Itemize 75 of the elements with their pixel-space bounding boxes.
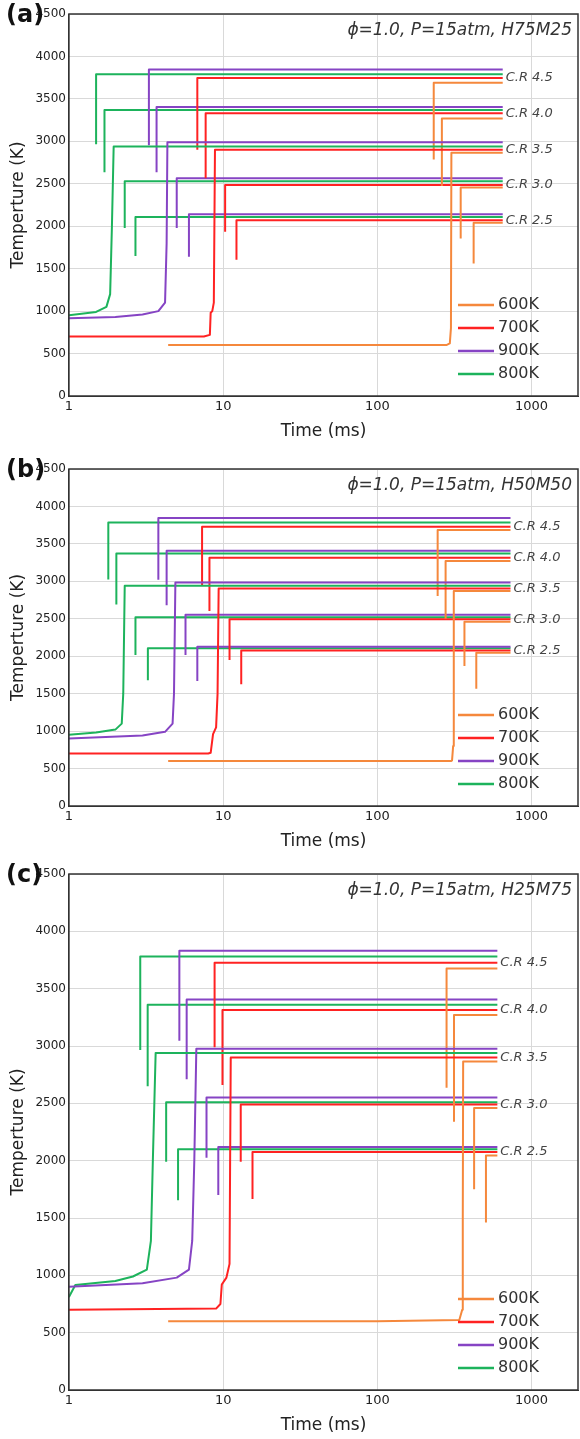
y-tick-label: 1500: [35, 685, 66, 700]
y-tick-label: 2500: [35, 1095, 66, 1110]
y-tick-label: 3500: [35, 980, 66, 995]
x-tick-label: 100: [364, 398, 390, 414]
y-tick-label: 500: [43, 1324, 66, 1339]
legend-label: 700K: [498, 317, 540, 337]
y-tick-label: 2500: [35, 175, 66, 190]
y-tick-label: 0: [58, 1382, 66, 1397]
legend-label: 600K: [498, 704, 540, 724]
x-tick-label: 1000: [515, 398, 549, 414]
x-tick-label: 10: [214, 1392, 232, 1408]
annotation: C.R 3.0: [513, 610, 561, 626]
x-tick-label: 10: [214, 808, 232, 824]
x-axis-title: Time (ms): [279, 830, 367, 851]
annotation: C.R 4.5: [505, 69, 553, 85]
x-axis-title: Time (ms): [279, 1414, 367, 1435]
annotation: C.R 4.0: [513, 549, 561, 565]
chart-subtitle: ϕ=1.0, P=15atm, H25M75: [347, 878, 572, 899]
annotation: C.R 4.5: [513, 518, 561, 534]
x-axis-title: Time (ms): [279, 420, 367, 441]
annotation: C.R 4.0: [505, 104, 553, 120]
y-tick-label: 4000: [35, 48, 66, 63]
x-tick-label: 1000: [515, 808, 549, 824]
legend-label: 900K: [498, 1334, 540, 1354]
x-tick-label: 100: [364, 1392, 390, 1408]
y-tick-label: 3000: [35, 133, 66, 148]
annotation: C.R 3.0: [500, 1095, 548, 1111]
y-axis-title: Temperture (K): [6, 1068, 27, 1197]
y-tick-label: 2000: [35, 648, 66, 663]
legend-label: 600K: [498, 1288, 540, 1308]
legend-label: 700K: [498, 727, 540, 747]
x-tick-label: 100: [364, 808, 390, 824]
chart-subtitle: ϕ=1.0, P=15atm, H50M50: [347, 473, 572, 494]
annotation: C.R 2.5: [505, 211, 553, 227]
annotation: C.R 3.0: [505, 176, 553, 192]
y-tick-label: 1500: [35, 260, 66, 275]
legend-label: 900K: [498, 340, 540, 360]
y-tick-label: 2000: [35, 218, 66, 233]
x-tick-label: 1: [64, 1392, 74, 1408]
y-axis-title: Temperture (K): [6, 141, 27, 270]
legend-label: 600K: [498, 294, 540, 314]
y-tick-label: 4000: [35, 498, 66, 513]
y-tick-label: 3000: [35, 1038, 66, 1053]
annotation: C.R 3.5: [513, 579, 561, 595]
y-tick-label: 500: [43, 760, 66, 775]
annotation: C.R 4.0: [500, 1001, 548, 1017]
y-tick-label: 0: [58, 798, 66, 813]
annotation: C.R 3.5: [500, 1048, 548, 1064]
y-tick-label: 1000: [35, 723, 66, 738]
x-tick-label: 10: [214, 398, 232, 414]
annotation: C.R 4.5: [500, 954, 548, 970]
legend-label: 800K: [498, 363, 540, 383]
y-tick-label: 500: [43, 345, 66, 360]
x-tick-label: 1000: [515, 1392, 549, 1408]
y-tick-label: 3000: [35, 573, 66, 588]
legend-label: 700K: [498, 1311, 540, 1331]
x-tick-label: 1: [64, 398, 74, 414]
annotation: C.R 3.5: [505, 141, 553, 157]
x-tick-label: 1: [64, 808, 74, 824]
y-tick-label: 1000: [35, 303, 66, 318]
y-axis-title: Temperture (K): [6, 573, 27, 703]
annotation: C.R 2.5: [500, 1143, 548, 1159]
y-tick-label: 2500: [35, 610, 66, 625]
y-tick-label: 1000: [35, 1267, 66, 1282]
y-tick-label: 2000: [35, 1152, 66, 1167]
y-tick-label: 0: [58, 388, 66, 403]
chart-subtitle: ϕ=1.0, P=15atm, H75M25: [347, 18, 572, 39]
legend-label: 800K: [498, 1357, 540, 1377]
legend-label: 800K: [498, 773, 540, 793]
annotation: C.R 2.5: [513, 641, 561, 657]
y-tick-label: 4000: [35, 923, 66, 938]
y-tick-label: 1500: [35, 1210, 66, 1225]
y-tick-label: 3500: [35, 536, 66, 551]
y-tick-label: 3500: [35, 91, 66, 106]
legend-label: 900K: [498, 750, 540, 770]
